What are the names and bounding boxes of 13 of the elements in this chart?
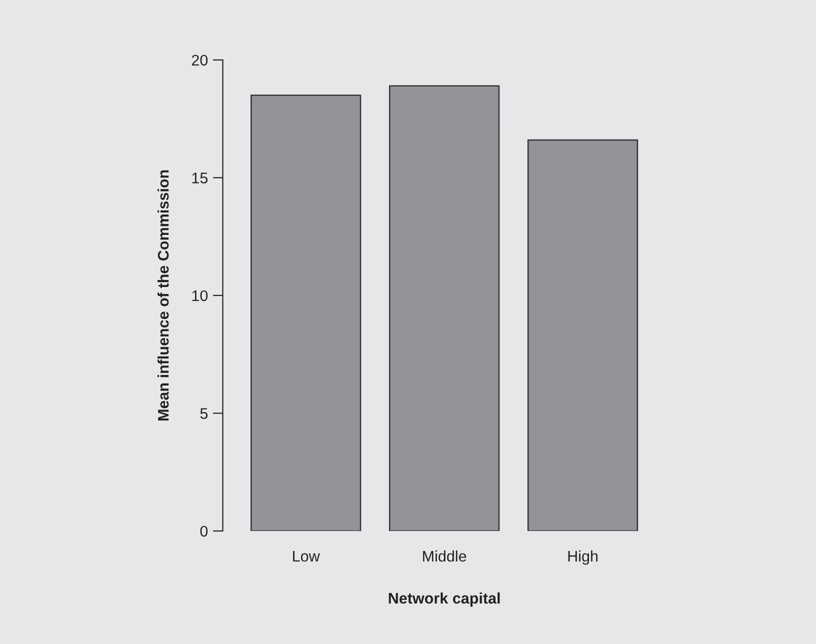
y-tick-label: 0 [200, 526, 208, 537]
x-tick-label: Low [293, 550, 320, 562]
y-tick-label: 10 [192, 290, 208, 302]
bar [388, 85, 500, 531]
y-tick-label: 20 [192, 54, 208, 66]
bar [250, 94, 362, 531]
bar [527, 139, 638, 531]
x-axis-title: Network capital [388, 592, 500, 607]
y-tick-label: 15 [192, 172, 208, 184]
x-tick-label: High [568, 550, 598, 565]
x-tick-label: Middle [423, 550, 466, 562]
y-axis-title: Mean influence of the Commission [158, 170, 169, 420]
y-tick-label: 5 [200, 408, 208, 419]
